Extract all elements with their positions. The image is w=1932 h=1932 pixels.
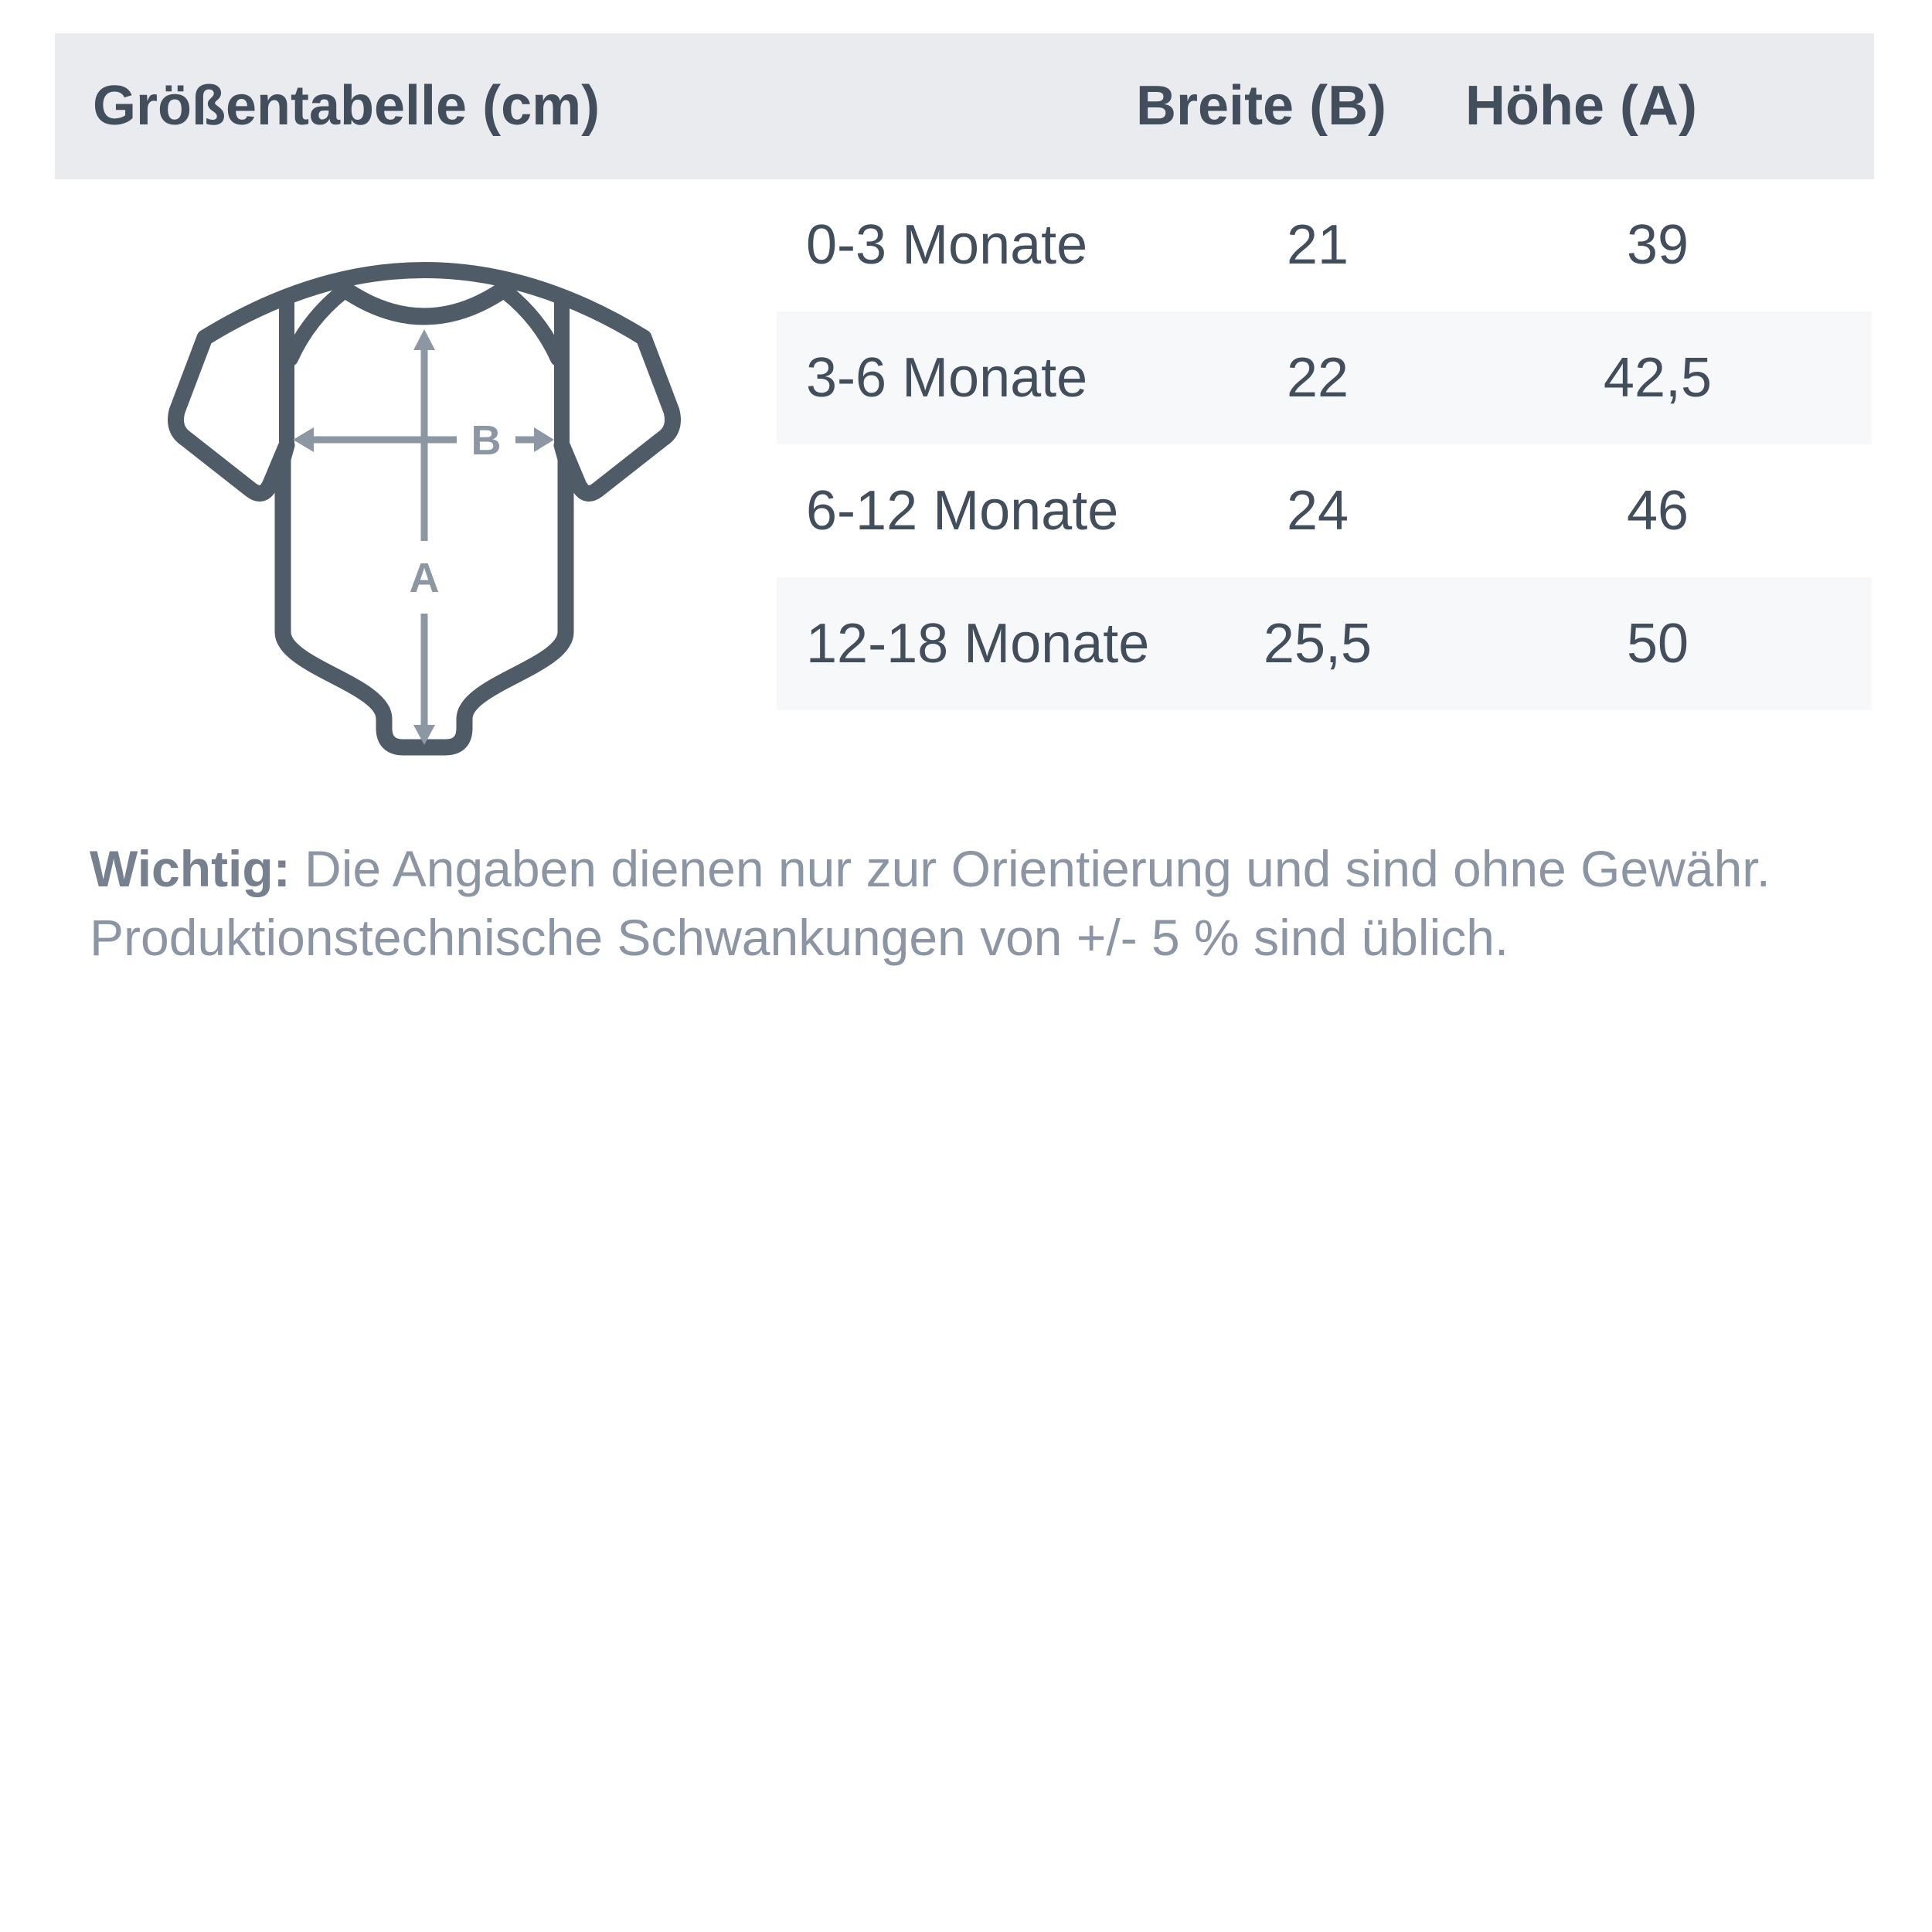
left-armhole-curve xyxy=(283,284,350,366)
row-breite-value: 22 xyxy=(1286,347,1349,409)
row-hoehe-value: 50 xyxy=(1626,613,1689,675)
row-breite-value: 21 xyxy=(1286,214,1349,276)
width-label: B xyxy=(471,417,502,464)
disclaimer-prefix: Wichtig: xyxy=(90,840,291,897)
row-label: 12-18 Monate xyxy=(806,613,1150,675)
column-header-breite: Breite (B) xyxy=(1136,75,1387,137)
row-hoehe-value: 39 xyxy=(1626,214,1689,276)
disclaimer-text-1: Die Angaben dienen nur zur Orientierung … xyxy=(290,840,1770,897)
width-arrowhead-right xyxy=(534,427,554,452)
table-row: 6-12 Monate 24 46 xyxy=(777,444,1872,577)
row-hoehe-value: 46 xyxy=(1626,480,1689,542)
table-row: 0-3 Monate 21 39 xyxy=(777,179,1872,311)
collar-line xyxy=(332,278,516,325)
disclaimer-text-2: Produktionstechnische Schwankungen von +… xyxy=(90,909,1509,966)
row-label: 0-3 Monate xyxy=(806,214,1088,276)
row-label: 6-12 Monate xyxy=(806,480,1119,542)
bodysuit-measurement-diagram: B A xyxy=(168,262,681,756)
table-header-bar: Größentabelle (cm) Breite (B) Höhe (A) xyxy=(55,33,1874,179)
table-row: 12-18 Monate 25,5 50 xyxy=(777,577,1872,710)
size-table: 0-3 Monate 21 39 3-6 Monate 22 42,5 6-12… xyxy=(777,179,1872,710)
disclaimer-note: Wichtig: Die Angaben dienen nur zur Orie… xyxy=(90,835,1867,972)
row-breite-value: 25,5 xyxy=(1263,613,1372,675)
page-title: Größentabelle (cm) xyxy=(93,75,600,137)
disclaimer-line-2: Produktionstechnische Schwankungen von +… xyxy=(90,903,1867,972)
row-label: 3-6 Monate xyxy=(806,347,1088,409)
height-arrowhead-top xyxy=(413,329,435,350)
row-breite-value: 24 xyxy=(1286,480,1349,542)
column-header-hoehe: Höhe (A) xyxy=(1465,75,1697,137)
height-arrowhead-bottom xyxy=(413,725,435,745)
width-arrowhead-left xyxy=(293,427,314,452)
disclaimer-line-1: Wichtig: Die Angaben dienen nur zur Orie… xyxy=(90,835,1867,903)
right-armhole-curve xyxy=(498,284,566,366)
height-label: A xyxy=(410,555,440,601)
table-row: 3-6 Monate 22 42,5 xyxy=(777,311,1872,444)
row-hoehe-value: 42,5 xyxy=(1603,347,1713,409)
